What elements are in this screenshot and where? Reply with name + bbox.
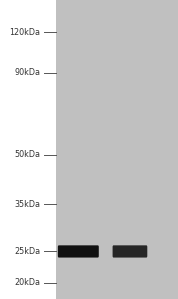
Text: 25kDa: 25kDa [14,247,40,256]
FancyBboxPatch shape [58,245,99,257]
FancyBboxPatch shape [112,245,147,257]
Text: 90kDa: 90kDa [14,68,40,77]
Text: 120kDa: 120kDa [9,28,40,37]
Text: 50kDa: 50kDa [14,150,40,159]
Text: 20kDa: 20kDa [14,278,40,287]
Text: 35kDa: 35kDa [14,200,40,209]
Bar [56,0,178,299]
